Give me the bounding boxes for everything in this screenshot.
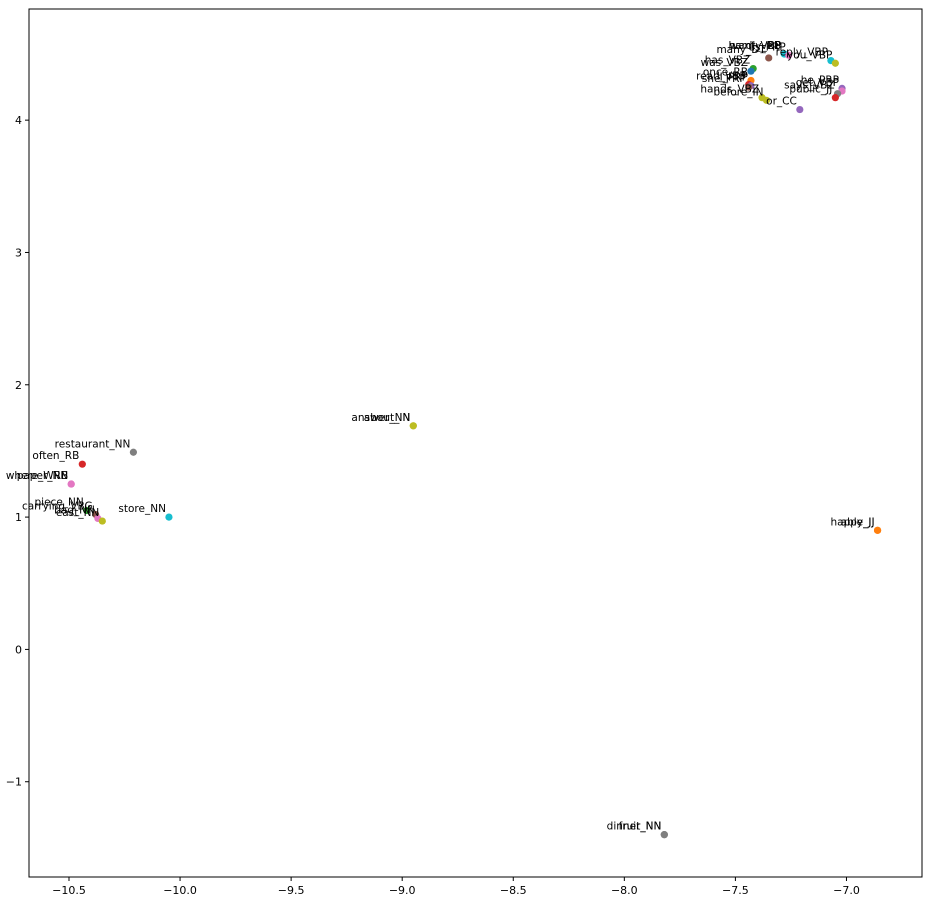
point-label: where_WRB xyxy=(6,470,68,482)
x-tick-label: −8.5 xyxy=(500,884,527,897)
point-label: you_VBP xyxy=(787,49,832,61)
point-label: dinner_NN xyxy=(607,821,662,833)
point-label: east_NN xyxy=(56,507,99,519)
data-point xyxy=(165,513,173,521)
point-label: hands_VBZ xyxy=(700,84,759,96)
point-label: has_VBZ xyxy=(705,55,750,67)
point-label: read_VBP xyxy=(696,70,746,82)
x-tick-label: −8.0 xyxy=(611,884,638,897)
point-label: piece_NN xyxy=(35,496,84,508)
point-label: able_JJ xyxy=(841,516,875,528)
data-point xyxy=(129,448,138,456)
point-label: often_RB xyxy=(32,450,79,462)
point-label: restaurant_NN xyxy=(55,438,131,450)
point-label: us_PRP xyxy=(748,41,785,53)
data-point xyxy=(83,506,91,515)
data-point xyxy=(78,460,86,468)
point-label: many_DT xyxy=(716,44,766,56)
data-point xyxy=(873,526,882,534)
y-tick-label: 4 xyxy=(15,114,22,127)
point-label: about_IN xyxy=(364,412,411,424)
x-tick-label: −9.5 xyxy=(278,884,305,897)
plot-frame xyxy=(28,8,923,878)
data-point xyxy=(98,517,106,525)
plot-background xyxy=(29,9,922,877)
point-label: happy_JJ xyxy=(830,516,874,528)
y-tick-label: 3 xyxy=(15,246,22,259)
data-point xyxy=(796,105,804,114)
axis-ticks: −10.5 −10.0 −9.5 −9.0 −8.5 −8.0 −7.5 −7.0 −1 0 1 2 3… xyxy=(6,114,860,897)
point-label: before_IN xyxy=(714,86,764,98)
point-label: reply_VBP xyxy=(776,47,828,59)
y-tick-label: −1 xyxy=(6,776,22,789)
data-point xyxy=(765,54,773,62)
data-point xyxy=(409,422,417,430)
y-tick-label: 2 xyxy=(15,379,22,392)
data-point xyxy=(747,67,755,75)
point-label: he_PRP xyxy=(801,74,839,86)
point-label: answer_NN xyxy=(351,412,410,424)
data-point xyxy=(785,51,793,59)
point-label: she_PRP xyxy=(702,73,746,85)
point-label: bag_NN xyxy=(54,504,95,516)
point-label: carrying_VBG xyxy=(22,500,93,512)
x-tick-label: −9.0 xyxy=(389,884,416,897)
point-label: hardly_RB xyxy=(728,40,781,52)
x-tick-label: −10.0 xyxy=(163,884,197,897)
point-label: was_VBZ xyxy=(701,57,748,69)
y-tick-label: 0 xyxy=(15,643,22,656)
data-point xyxy=(831,59,839,67)
data-points xyxy=(67,50,882,839)
point-label: fruit_NN xyxy=(619,821,662,833)
point-label: or_CC xyxy=(766,96,797,108)
x-tick-label: −7.5 xyxy=(722,884,749,897)
point-label: get_VBP xyxy=(796,77,839,89)
point-label: want_VBP xyxy=(730,40,782,52)
point-label: store_NN xyxy=(118,503,166,515)
point-label: paper_NN xyxy=(17,470,69,482)
data-point xyxy=(67,480,75,488)
y-tick-label: 1 xyxy=(15,511,22,524)
point-label: says_VBZ xyxy=(784,80,834,92)
point-label: public_JJ xyxy=(789,84,832,96)
point-label: once_RB xyxy=(703,66,748,78)
data-point xyxy=(745,83,753,91)
point-label: I_PRP xyxy=(720,72,748,84)
data-point xyxy=(762,96,771,104)
data-point xyxy=(831,94,839,102)
data-point xyxy=(660,831,668,839)
x-tick-label: −7.0 xyxy=(833,884,860,897)
x-tick-label: −10.5 xyxy=(52,884,86,897)
